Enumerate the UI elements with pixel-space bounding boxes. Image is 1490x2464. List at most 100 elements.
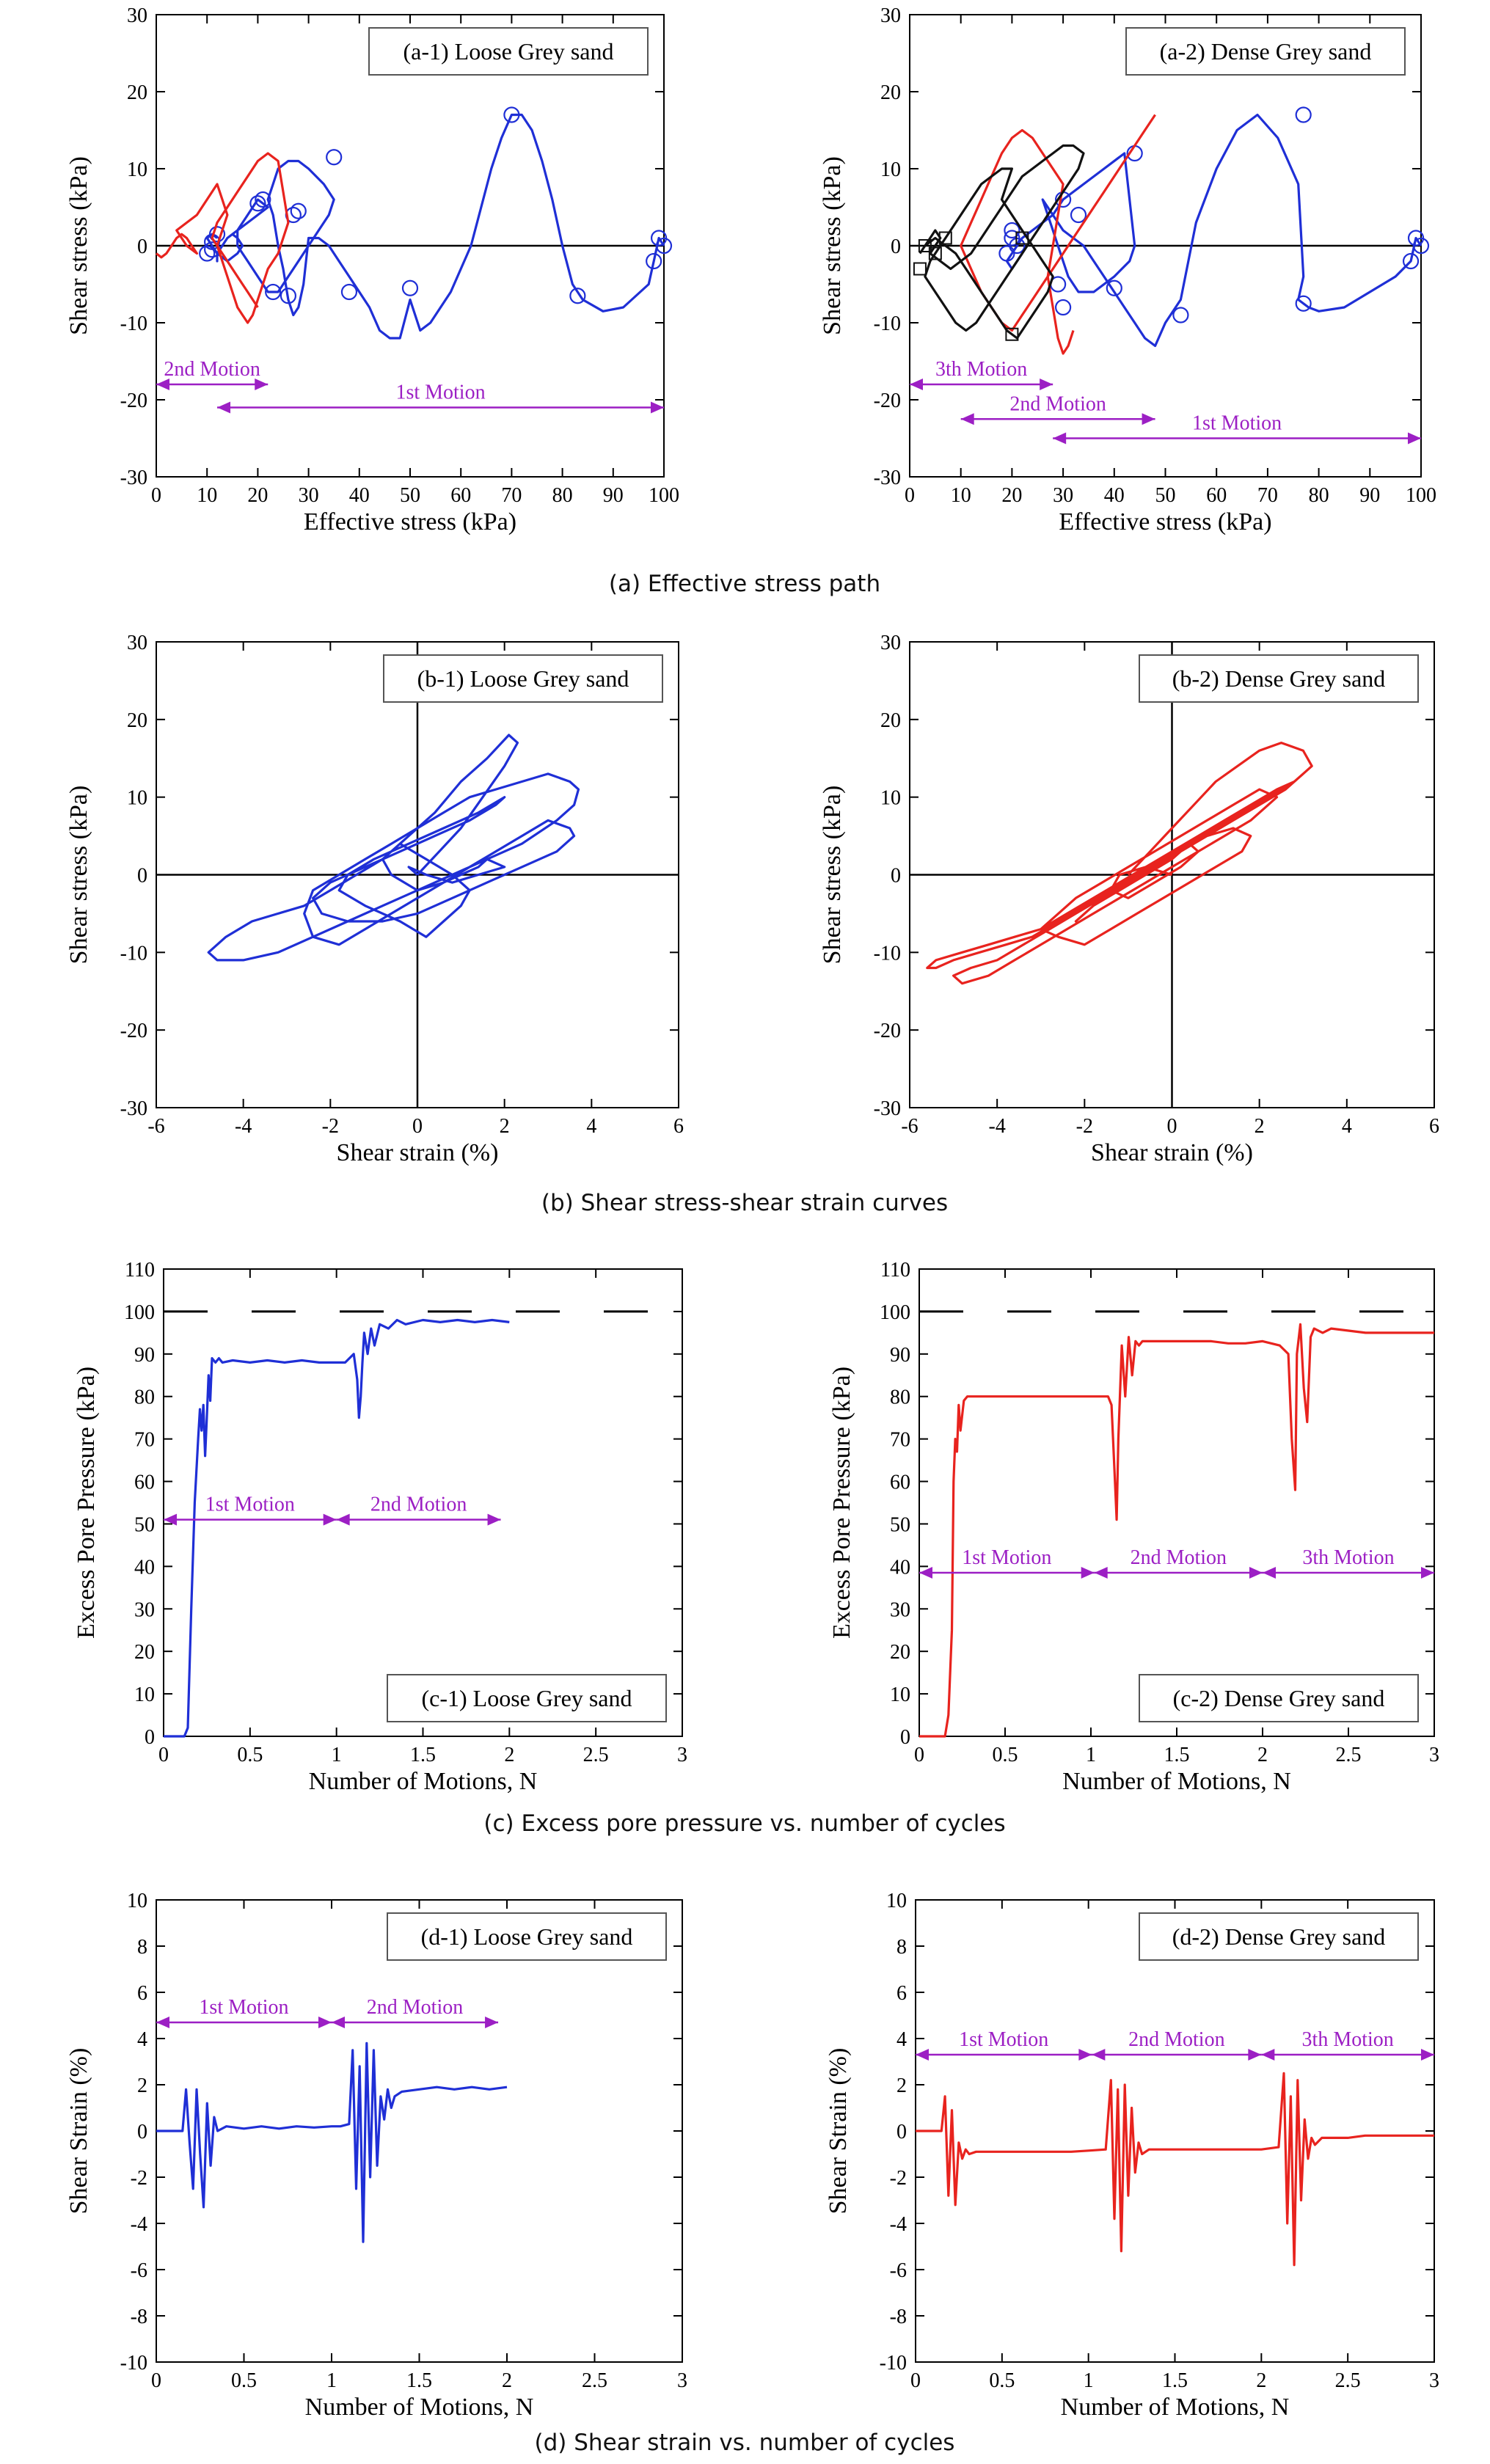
x-tick-label: 2 — [504, 1744, 514, 1766]
panel-title: (b-1) Loose Grey sand — [417, 665, 629, 692]
chart-d1: 0 0.5 1 1.5 2 2.5 3 -10 -8 -6 -4 -2 0 2 4 6 8 10 Number of… — [65, 1890, 687, 2421]
panel-title: (a-1) Loose Grey sand — [403, 38, 614, 65]
point-marker — [1295, 106, 1312, 123]
x-tick-label: 100 — [649, 484, 679, 507]
y-tick-label: 20 — [890, 1641, 910, 1664]
motion-arrowhead-left — [1261, 2049, 1275, 2061]
motion-arrowhead-left — [919, 1567, 932, 1579]
x-tick-label: 0 — [412, 1115, 423, 1138]
motion-arrowhead-right — [1081, 1567, 1095, 1579]
y-tick-label: 20 — [880, 709, 901, 732]
x-tick-label: 1 — [1086, 1744, 1096, 1766]
y-tick-label: 10 — [127, 787, 147, 810]
y-tick-label: 40 — [890, 1556, 910, 1579]
series-line-dense — [926, 741, 1313, 985]
motion-annotation-label: 2nd Motion — [164, 358, 260, 381]
chart-d2: 0 0.5 1 1.5 2 2.5 3 -10 -8 -6 -4 -2 0 2 4 6 8 10 Number of… — [825, 1890, 1439, 2421]
motion-arrowhead-right — [1040, 379, 1053, 390]
x-tick-label: 10 — [197, 484, 217, 507]
y-tick-label: -20 — [874, 390, 901, 412]
y-tick-label: 4 — [137, 2028, 147, 2051]
point-marker — [998, 245, 1015, 262]
y-tick-label: 80 — [134, 1386, 155, 1409]
panel-title: (a-2) Dense Grey sand — [1160, 38, 1372, 65]
point-marker — [1009, 237, 1026, 255]
y-tick-label: 100 — [124, 1301, 155, 1324]
point-marker — [265, 283, 282, 301]
y-tick-label: 30 — [134, 1598, 155, 1621]
y-tick-label: -6 — [890, 2259, 907, 2282]
y-tick-label: 0 — [137, 235, 147, 258]
x-tick-label: 0.5 — [237, 1744, 263, 1766]
motion-arrowhead-right — [318, 2016, 332, 2028]
x-tick-label: 90 — [603, 484, 624, 507]
x-tick-label: -4 — [989, 1115, 1006, 1138]
y-tick-label: 8 — [137, 1936, 147, 1959]
caption-d: (d) Shear strain vs. number of cycles — [535, 2430, 955, 2456]
y-tick-label: 20 — [127, 81, 147, 104]
point-marker — [280, 288, 297, 304]
x-tick-label: 2 — [1255, 1115, 1265, 1138]
y-tick-label: -10 — [120, 312, 147, 335]
motion-arrowhead-right — [487, 1513, 501, 1526]
motion-arrowhead-left — [1263, 1567, 1276, 1579]
x-tick-label: 30 — [1053, 484, 1073, 507]
point-marker — [1005, 327, 1019, 341]
x-tick-label: 0 — [910, 2369, 921, 2392]
motion-arrowhead-left — [164, 1513, 177, 1526]
y-tick-label: 50 — [890, 1513, 910, 1536]
x-axis-label: Effective stress (kPa) — [304, 508, 516, 535]
series-line-loose — [156, 2041, 508, 2243]
point-marker — [1172, 307, 1189, 323]
y-tick-label: 20 — [127, 709, 147, 732]
y-axis-label: Shear stress (kPa) — [65, 786, 92, 965]
panel-title: (c-2) Dense Grey sand — [1173, 1685, 1385, 1711]
y-tick-label: -30 — [120, 1097, 147, 1120]
y-tick-label: 0 — [900, 1726, 910, 1749]
x-tick-label: 70 — [1257, 484, 1278, 507]
x-tick-label: 1.5 — [1162, 2369, 1188, 2392]
motion-arrowhead-left — [1092, 2049, 1106, 2061]
point-marker — [1054, 299, 1072, 316]
y-tick-label: -10 — [880, 2352, 907, 2375]
point-marker — [326, 149, 343, 166]
panel-title-box — [1139, 654, 1419, 703]
x-tick-label: 10 — [951, 484, 971, 507]
point-marker — [1407, 230, 1425, 246]
y-axis-label: Shear stress (kPa) — [819, 156, 846, 335]
motion-arrowhead-left — [916, 2049, 929, 2061]
x-tick-label: -2 — [1076, 1115, 1093, 1138]
x-tick-label: 1 — [332, 1744, 342, 1766]
y-tick-label: 10 — [880, 158, 901, 181]
y-tick-label: 0 — [891, 865, 901, 888]
y-tick-label: 10 — [127, 158, 147, 181]
x-axis-label: Shear strain (%) — [337, 1139, 499, 1166]
y-tick-label: -6 — [131, 2259, 147, 2282]
series-line-loose — [207, 734, 580, 962]
motion-arrowhead-right — [323, 1513, 337, 1526]
point-marker — [199, 245, 216, 262]
point-marker — [646, 252, 662, 270]
motion-annotation-label: 1st Motion — [1192, 412, 1282, 435]
motion-annotation-label: 3th Motion — [1302, 1546, 1394, 1569]
panel-title-box — [1139, 1912, 1419, 1961]
point-marker — [401, 279, 419, 296]
point-marker — [938, 231, 952, 245]
x-axis-label: Shear strain (%) — [1091, 1139, 1253, 1166]
series-line-dense — [156, 152, 290, 324]
x-tick-label: 0.5 — [231, 2369, 257, 2392]
motion-annotation-label: 1st Motion — [199, 1996, 288, 2019]
point-marker — [1295, 295, 1312, 312]
point-marker — [569, 288, 586, 304]
y-tick-label: -8 — [131, 2306, 147, 2328]
y-tick-label: 4 — [896, 2028, 907, 2051]
panel-title: (d-2) Dense Grey sand — [1172, 1923, 1386, 1950]
x-tick-label: 3 — [677, 2369, 687, 2392]
motion-arrowhead-right — [1421, 1567, 1434, 1579]
x-tick-label: 0.5 — [989, 2369, 1015, 2392]
x-tick-label: 40 — [1104, 484, 1125, 507]
y-tick-label: 30 — [880, 4, 901, 27]
plot-frame — [156, 1899, 683, 2363]
motion-arrowhead-left — [156, 379, 169, 390]
